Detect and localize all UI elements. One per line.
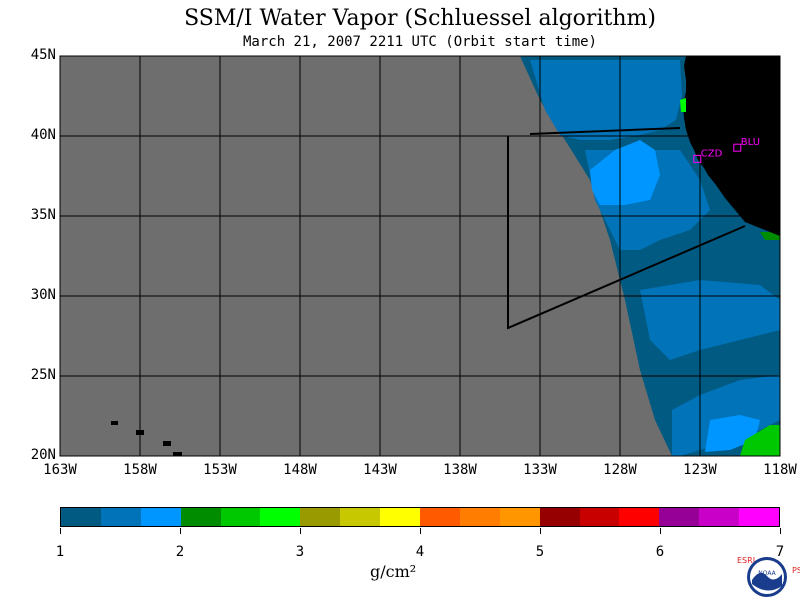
colorbar-swatch bbox=[420, 508, 460, 526]
colorbar-tick-label: 3 bbox=[295, 544, 305, 560]
lon-tick-label: 133W bbox=[523, 462, 557, 478]
lon-tick-label: 158W bbox=[123, 462, 157, 478]
colorbar-swatch bbox=[659, 508, 700, 526]
station-marker bbox=[733, 143, 742, 152]
swath-base bbox=[520, 56, 780, 456]
colorbar-swatch bbox=[579, 508, 620, 526]
colorbar-swatch bbox=[140, 508, 181, 526]
colorbar-tick bbox=[60, 528, 61, 534]
vapor-band-green bbox=[740, 425, 780, 456]
map-title: SSM/I Water Vapor (Schluessel algorithm) bbox=[184, 6, 656, 31]
vapor-band-high bbox=[590, 140, 660, 205]
colorbar-tick bbox=[660, 528, 661, 534]
plot-frame bbox=[59, 55, 781, 457]
colorbar-tick bbox=[300, 528, 301, 534]
lon-tick-label: 143W bbox=[363, 462, 397, 478]
colorbar-tick bbox=[780, 528, 781, 534]
lon-tick-label: 118W bbox=[763, 462, 797, 478]
noaa-emblem-text: NOAA bbox=[758, 570, 776, 577]
hawaii-island bbox=[163, 441, 171, 446]
colorbar-swatch bbox=[739, 508, 780, 526]
colorbar-units: g/cm² bbox=[370, 562, 417, 581]
colorbar-swatch bbox=[100, 508, 141, 526]
station-label: CZD bbox=[701, 148, 723, 159]
colorbar-swatch bbox=[180, 508, 221, 526]
colorbar-swatch bbox=[260, 508, 301, 526]
lat-tick-label: 30N bbox=[30, 287, 56, 303]
colorbar-swatch bbox=[539, 508, 580, 526]
esrl-text: ESRL bbox=[737, 556, 758, 565]
lat-tick-label: 40N bbox=[30, 127, 56, 143]
colorbar-swatch bbox=[499, 508, 540, 526]
lat-tick-label: 35N bbox=[30, 207, 56, 223]
vapor-band-medium bbox=[530, 60, 682, 140]
colorbar-tick-label: 2 bbox=[175, 544, 185, 560]
colorbar-swatch bbox=[300, 508, 341, 526]
colorbar-swatch bbox=[61, 508, 101, 526]
colorbar-swatch bbox=[220, 508, 261, 526]
colorbar-swatch bbox=[459, 508, 500, 526]
colorbar-tick bbox=[180, 528, 181, 534]
colorbar-tick-label: 7 bbox=[775, 544, 785, 560]
land-green-edge bbox=[680, 98, 686, 112]
vapor-band-medium bbox=[672, 375, 780, 456]
lon-tick-label: 123W bbox=[683, 462, 717, 478]
lon-tick-label: 153W bbox=[203, 462, 237, 478]
vapor-band-medium bbox=[640, 280, 780, 360]
lat-tick-label: 25N bbox=[30, 367, 56, 383]
colorbar-swatch bbox=[340, 508, 381, 526]
hawaii-island bbox=[111, 421, 118, 425]
colorbar bbox=[60, 507, 780, 527]
land-north-america bbox=[683, 56, 780, 236]
lat-lon-grid bbox=[60, 56, 780, 456]
lon-tick-label: 128W bbox=[603, 462, 637, 478]
station-marker bbox=[693, 154, 702, 163]
noaa-logo-icon: NOAA bbox=[747, 557, 787, 597]
domain-outline bbox=[507, 127, 746, 330]
station-markers: CZD BLU bbox=[693, 137, 760, 163]
lon-tick-label: 138W bbox=[443, 462, 477, 478]
colorbar-swatch bbox=[699, 508, 740, 526]
colorbar-tick-label: 5 bbox=[535, 544, 545, 560]
station-label: BLU bbox=[741, 137, 760, 148]
colorbar-swatch bbox=[380, 508, 421, 526]
colorbar-tick-label: 6 bbox=[655, 544, 665, 560]
colorbar-tick-label: 1 bbox=[55, 544, 65, 560]
hawaii-island bbox=[173, 452, 182, 456]
lon-tick-label: 163W bbox=[43, 462, 77, 478]
lat-tick-label: 45N bbox=[30, 47, 56, 63]
colorbar-tick-label: 4 bbox=[415, 544, 425, 560]
colorbar-swatch bbox=[619, 508, 660, 526]
lat-tick-label: 20N bbox=[30, 447, 56, 463]
colorbar-tick bbox=[420, 528, 421, 534]
psd-text: PSD bbox=[792, 566, 800, 575]
map-subtitle: March 21, 2007 2211 UTC (Orbit start tim… bbox=[242, 34, 597, 50]
lon-tick-label: 148W bbox=[283, 462, 317, 478]
colorbar-tick bbox=[540, 528, 541, 534]
